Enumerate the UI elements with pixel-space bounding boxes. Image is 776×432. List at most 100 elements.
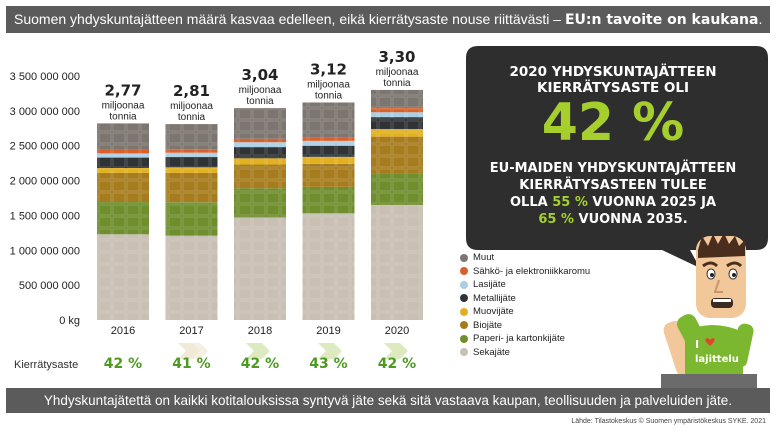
bubble-line-6: 65 % VUONNA 2035. <box>538 212 688 227</box>
bar-segment-texture <box>371 136 423 174</box>
bar-total-unit: tonnia <box>109 111 137 122</box>
y-tick-label: 0 kg <box>59 315 80 327</box>
shirt-text-i: I <box>695 338 699 351</box>
legend-item: Paperi- ja kartonkijäte <box>460 332 590 346</box>
bar-total-unit: tonnia <box>383 78 411 89</box>
x-tick-label: 2019 <box>316 325 340 337</box>
x-tick-label: 2016 <box>111 325 135 337</box>
y-tick-label: 3 500 000 000 <box>10 71 80 83</box>
legend-item: Muovijäte <box>460 305 590 319</box>
legend: Muut Sähkö- ja elektroniikkaromu Lasijäte M… <box>460 251 590 359</box>
legend-swatch <box>460 348 468 357</box>
bubble-headline: 2020 YHDYSKUNTAJÄTTEEN KIERRÄTYSASTE OLI <box>470 64 756 96</box>
legend-swatch <box>460 307 468 316</box>
bar-segment-texture <box>302 213 355 320</box>
x-tick-label: 2018 <box>248 325 272 337</box>
bar-segment-texture <box>234 108 286 139</box>
bar-segment-texture <box>302 102 355 138</box>
bar-segment-texture <box>371 108 423 113</box>
recycling-rate-value: 42 % <box>240 356 280 372</box>
shirt-text-lajittelu: lajittelu <box>695 354 739 365</box>
legend-label: Muovijäte <box>473 306 514 318</box>
y-tick-label: 3 000 000 000 <box>10 106 80 118</box>
legend-label: Lasijäte <box>473 279 506 291</box>
bar-segment-texture <box>165 167 218 173</box>
bar-segment-texture <box>165 202 218 236</box>
bar-total-unit: miljoonaa <box>102 100 145 111</box>
target-2035: 65 % <box>538 212 574 227</box>
y-tick-label: 1 000 000 000 <box>10 245 80 257</box>
bar-segment-texture <box>97 123 149 150</box>
bar-segment-texture <box>371 117 423 129</box>
bar-total-unit: miljoonaa <box>376 67 419 78</box>
bar-segment-texture <box>371 204 423 320</box>
recycling-rate-value: 43 % <box>309 356 348 372</box>
bar-segment-texture <box>302 156 355 164</box>
bar-segment-texture <box>234 217 286 320</box>
bar-segment-texture <box>97 149 149 154</box>
bar-total-unit: miljoonaa <box>239 85 282 96</box>
target-2025: 55 % <box>552 195 588 210</box>
bubble-line-3: EU-MAIDEN YHDYSKUNTAJÄTTEEN <box>489 161 737 176</box>
bar-segment-texture <box>234 188 286 218</box>
legend-label: Biojäte <box>473 319 503 331</box>
bar-segment-texture <box>234 147 286 159</box>
legend-item: Biojäte <box>460 319 590 333</box>
legend-swatch <box>460 321 468 330</box>
bar-segment-texture <box>97 157 149 169</box>
bubble-big-rate: 42 % <box>541 93 685 153</box>
bar-total-unit: miljoonaa <box>170 101 213 112</box>
bar-total-unit: tonnia <box>315 90 343 101</box>
bottom-banner: Yhdyskuntajätettä on kaikki kotitalouksi… <box>6 388 770 413</box>
bubble-eu-target: EU-MAIDEN YHDYSKUNTAJÄTTEEN KIERRÄTYSAST… <box>470 160 756 228</box>
top-banner: Suomen yhdyskuntajätteen määrä kasvaa ed… <box>6 6 770 33</box>
waste-stacked-bar-chart: 0 kg 500 000 000 1 000 000 000 1 500 000 00… <box>10 48 423 337</box>
bar-segment-texture <box>302 145 355 157</box>
legend-swatch <box>460 334 468 343</box>
bubble-line-1: 2020 YHDYSKUNTAJÄTTEEN <box>509 64 717 80</box>
legend-item: Sähkö- ja elektroniikkaromu <box>460 265 590 279</box>
bar-total-value: 2,81 <box>173 82 210 100</box>
bar-segment-texture <box>165 124 218 150</box>
bar-segment-texture <box>165 152 218 157</box>
heart-icon <box>705 338 715 346</box>
mascot-illustration: I lajittelu <box>661 236 757 388</box>
bar-segment-texture <box>234 158 286 165</box>
bar-total-unit: tonnia <box>246 96 274 107</box>
legend-item: Metallijäte <box>460 292 590 306</box>
legend-swatch <box>460 253 468 262</box>
bar-segment-texture <box>234 142 286 148</box>
recycling-rate-label: Kierrätysaste <box>14 359 79 371</box>
bar-segment-texture <box>97 201 149 235</box>
source-note: Lähde: Tilastokeskus © Suomen ympäristök… <box>571 418 766 425</box>
legend-label: Sähkö- ja elektroniikkaromu <box>473 265 591 277</box>
bubble-line-5: OLLA 55 % VUONNA 2025 JA <box>509 195 717 210</box>
bar-segment-texture <box>302 137 355 141</box>
bar-segment-texture <box>234 138 286 143</box>
x-tick-label: 2020 <box>385 325 409 337</box>
legend-label: Metallijäte <box>473 292 516 304</box>
header-title-end: . <box>758 11 763 27</box>
bar-segment-texture <box>97 168 149 173</box>
bar-segment-texture <box>302 186 355 214</box>
bar-total-value: 2,77 <box>104 81 141 99</box>
recycling-rate-value: 42 % <box>103 356 143 372</box>
y-tick-label: 2 000 000 000 <box>10 176 80 188</box>
bar-segment-texture <box>165 156 218 168</box>
y-tick-label: 2 500 000 000 <box>10 141 80 153</box>
recycling-rate-value: 42 % <box>377 356 417 372</box>
bar-segment-texture <box>371 89 423 109</box>
bubble-line-4: KIERRÄTYSASTEEN TULEE <box>519 178 707 193</box>
bubble-line-2: KIERRÄTYSASTE OLI <box>536 80 689 96</box>
bar-total-unit: tonnia <box>178 112 206 123</box>
bar-segment-texture <box>371 112 423 118</box>
legend-item: Lasijäte <box>460 278 590 292</box>
legend-label: Sekajäte <box>473 346 510 358</box>
legend-swatch <box>460 294 468 303</box>
bar-segment-texture <box>97 234 149 320</box>
bar-segment-texture <box>302 163 355 187</box>
bar-total-value: 3,04 <box>241 66 278 84</box>
bar-segment-texture <box>165 172 218 203</box>
legend-label: Muut <box>473 252 495 264</box>
